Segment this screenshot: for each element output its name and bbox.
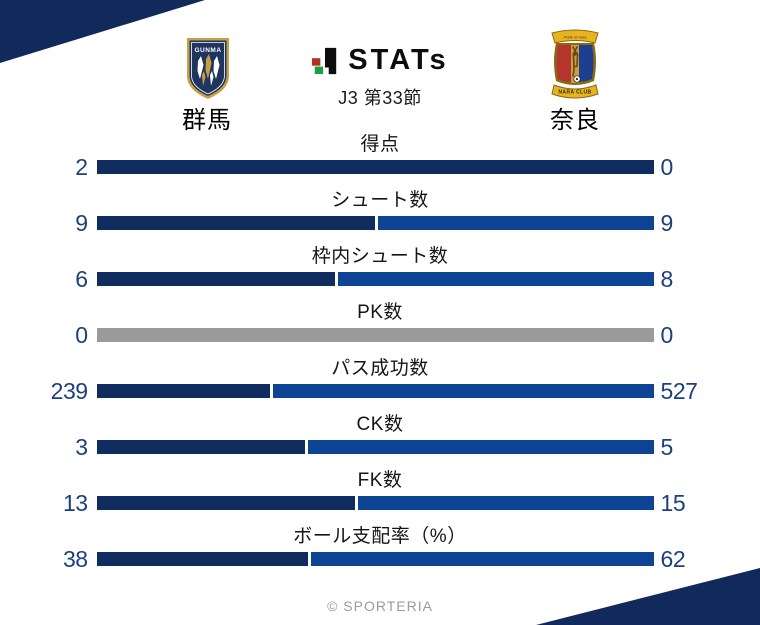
stat-label: ボール支配率（%） — [293, 526, 467, 547]
away-bar-segment — [311, 552, 654, 566]
stat-bar — [96, 384, 654, 398]
bar-divider — [355, 496, 359, 510]
home-bar-segment — [96, 496, 356, 510]
stat-row: 枠内シュート数 6 8 — [0, 242, 760, 298]
home-stat-value: 0 — [75, 322, 88, 348]
stats-logo: STATs — [0, 46, 760, 75]
home-stat-value: 13 — [62, 490, 88, 516]
stat-bar — [96, 552, 654, 566]
home-bar-segment — [96, 440, 306, 454]
away-stat-value: 527 — [660, 378, 698, 404]
stat-bar — [96, 272, 654, 286]
stat-row: 得点 2 0 — [0, 130, 760, 186]
stat-row: シュート数 9 9 — [0, 186, 760, 242]
away-stat-value: 9 — [660, 210, 674, 236]
home-bar-segment — [96, 552, 309, 566]
home-team-logo: GUNMA — [186, 37, 230, 106]
stat-row: FK数 13 15 — [0, 466, 760, 522]
home-bar-segment — [96, 160, 654, 174]
stat-bar — [96, 328, 654, 342]
home-bar-segment — [96, 216, 376, 230]
stat-label: FK数 — [357, 470, 403, 491]
stat-label: 枠内シュート数 — [311, 246, 449, 267]
stat-label: 得点 — [360, 134, 400, 155]
home-bar-segment — [96, 272, 336, 286]
nara-logo-top-text: Pride of nara — [564, 35, 588, 40]
home-bar-segment — [96, 328, 654, 342]
bar-divider — [335, 272, 339, 286]
gunma-crest-icon: GUNMA — [187, 38, 229, 99]
stat-bar — [96, 440, 654, 454]
stat-bar — [96, 160, 654, 174]
away-stat-value: 0 — [660, 154, 674, 180]
stat-label: CK数 — [356, 414, 404, 435]
away-stat-value: 5 — [660, 434, 674, 460]
away-team-name: 奈良 — [550, 107, 600, 134]
home-stat-value: 2 — [75, 154, 88, 180]
away-stat-value: 0 — [660, 322, 674, 348]
copyright-credit: © SPORTERIA — [327, 598, 433, 614]
away-bar-segment — [273, 384, 654, 398]
stat-row: CK数 3 5 — [0, 410, 760, 466]
home-team-name: 群馬 — [182, 107, 232, 134]
stat-label: パス成功数 — [331, 358, 429, 379]
nara-crest-icon: Pride of nara NARA CLUB — [551, 29, 599, 99]
stat-row: ボール支配率（%） 38 62 — [0, 522, 760, 578]
away-bar-segment — [308, 440, 654, 454]
home-stat-value: 6 — [75, 266, 88, 292]
gunma-logo-text: GUNMA — [194, 47, 221, 54]
stat-label: シュート数 — [331, 190, 429, 211]
away-bar-segment — [338, 272, 654, 286]
stat-row: パス成功数 239 527 — [0, 354, 760, 410]
home-stat-value: 3 — [75, 434, 88, 460]
stat-bar — [96, 496, 654, 510]
away-bar-segment — [358, 496, 654, 510]
home-stat-value: 9 — [75, 210, 88, 236]
bar-divider — [270, 384, 274, 398]
away-stat-value: 8 — [660, 266, 674, 292]
stats-logo-text: STATs — [348, 44, 449, 76]
nara-logo-bottom-text: NARA CLUB — [558, 90, 591, 96]
away-team-logo: Pride of nara NARA CLUB — [546, 27, 604, 106]
bar-divider — [308, 552, 312, 566]
bar-divider — [305, 440, 309, 454]
away-stat-value: 15 — [660, 490, 686, 516]
away-bar-segment — [378, 216, 654, 230]
home-bar-segment — [96, 384, 271, 398]
stats-rows: 得点 2 0 シュート数 9 9 枠内シュート数 6 — [0, 130, 760, 578]
jleague-stats-icon — [312, 47, 337, 74]
home-stat-value: 239 — [50, 378, 88, 404]
stat-bar — [96, 216, 654, 230]
away-stat-value: 62 — [660, 546, 686, 572]
home-stat-value: 38 — [62, 546, 88, 572]
league-round-label: J3 第33節 — [338, 88, 422, 108]
bar-divider — [375, 216, 379, 230]
stat-row: PK数 0 0 — [0, 298, 760, 354]
stat-label: PK数 — [357, 302, 403, 323]
